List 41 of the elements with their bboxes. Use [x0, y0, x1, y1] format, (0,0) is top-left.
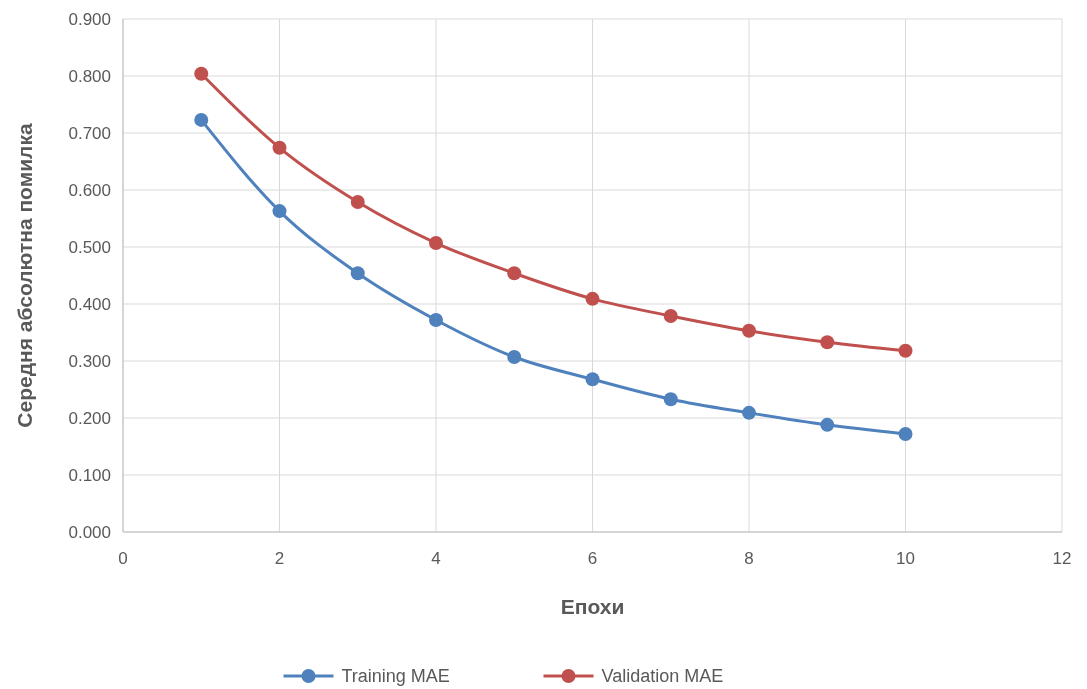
point [272, 204, 287, 219]
x-tick-label: 2 [274, 549, 285, 568]
point [663, 308, 678, 323]
point [820, 335, 835, 350]
point [820, 417, 835, 432]
y-tick-label: 0.200 [68, 408, 111, 428]
y-tick-label: 0.700 [68, 123, 111, 143]
x-tick-label: 12 [1052, 549, 1072, 568]
point [742, 405, 756, 420]
y-tick-label: 0.000 [68, 522, 111, 542]
y-tick-label: 0.500 [68, 237, 111, 257]
point [194, 66, 209, 81]
point [742, 323, 756, 338]
y-tick-label: 0.400 [68, 294, 111, 314]
point [507, 266, 522, 281]
y-axis-title: Середня абсолютна помилка [13, 123, 36, 428]
x-tick-label: 10 [896, 549, 915, 568]
y-tick-label: 0.100 [68, 465, 111, 485]
point [585, 372, 600, 387]
y-tick-label: 0.600 [68, 180, 111, 200]
x-tick-label: 8 [744, 549, 754, 568]
point [350, 266, 365, 281]
point [194, 112, 209, 127]
y-tick-label: 0.800 [68, 66, 111, 86]
point [429, 236, 443, 251]
point [429, 312, 443, 327]
point [663, 392, 678, 407]
x-tick-label: 6 [587, 549, 598, 568]
point [272, 140, 287, 155]
point [898, 343, 913, 358]
x-axis-title: Епохи [560, 595, 625, 618]
y-tick-label: 0.300 [68, 351, 111, 371]
point [898, 426, 913, 441]
point [585, 291, 600, 306]
legend-label: Training MAE [341, 666, 450, 687]
point [507, 350, 522, 365]
x-tick-label: 4 [431, 549, 441, 568]
legend-label: Validation MAE [601, 666, 724, 687]
point [350, 194, 365, 209]
x-tick-label: 0 [118, 549, 128, 568]
y-tick-label: 0.900 [68, 9, 111, 29]
